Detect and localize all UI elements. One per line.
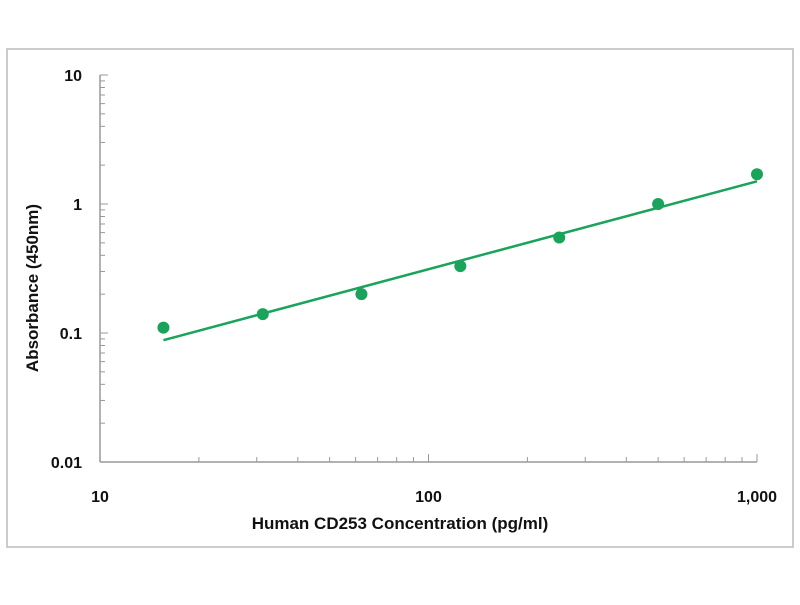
data-point (553, 231, 566, 244)
y-tick-label: 0.1 (60, 326, 82, 343)
data-point (355, 288, 368, 301)
data-point (751, 168, 763, 181)
chart-border (6, 48, 794, 548)
data-point (256, 308, 269, 321)
y-tick-label: 10 (64, 68, 82, 85)
data-points (157, 168, 763, 334)
x-tick-label: 100 (415, 489, 442, 506)
y-tick-label: 0.01 (51, 455, 82, 472)
data-point (157, 321, 170, 334)
data-point (652, 198, 665, 210)
data-point (454, 260, 467, 273)
x-axis-label: Human CD253 Concentration (pg/ml) (252, 514, 549, 533)
y-tick-label: 1 (73, 197, 82, 214)
ticks: 10 1 0.1 0.01 10 100 1,000 (51, 68, 777, 506)
x-tick-label: 10 (91, 489, 109, 506)
y-axis-label: Absorbance (450nm) (23, 204, 42, 372)
x-tick-label: 1,000 (737, 489, 777, 506)
